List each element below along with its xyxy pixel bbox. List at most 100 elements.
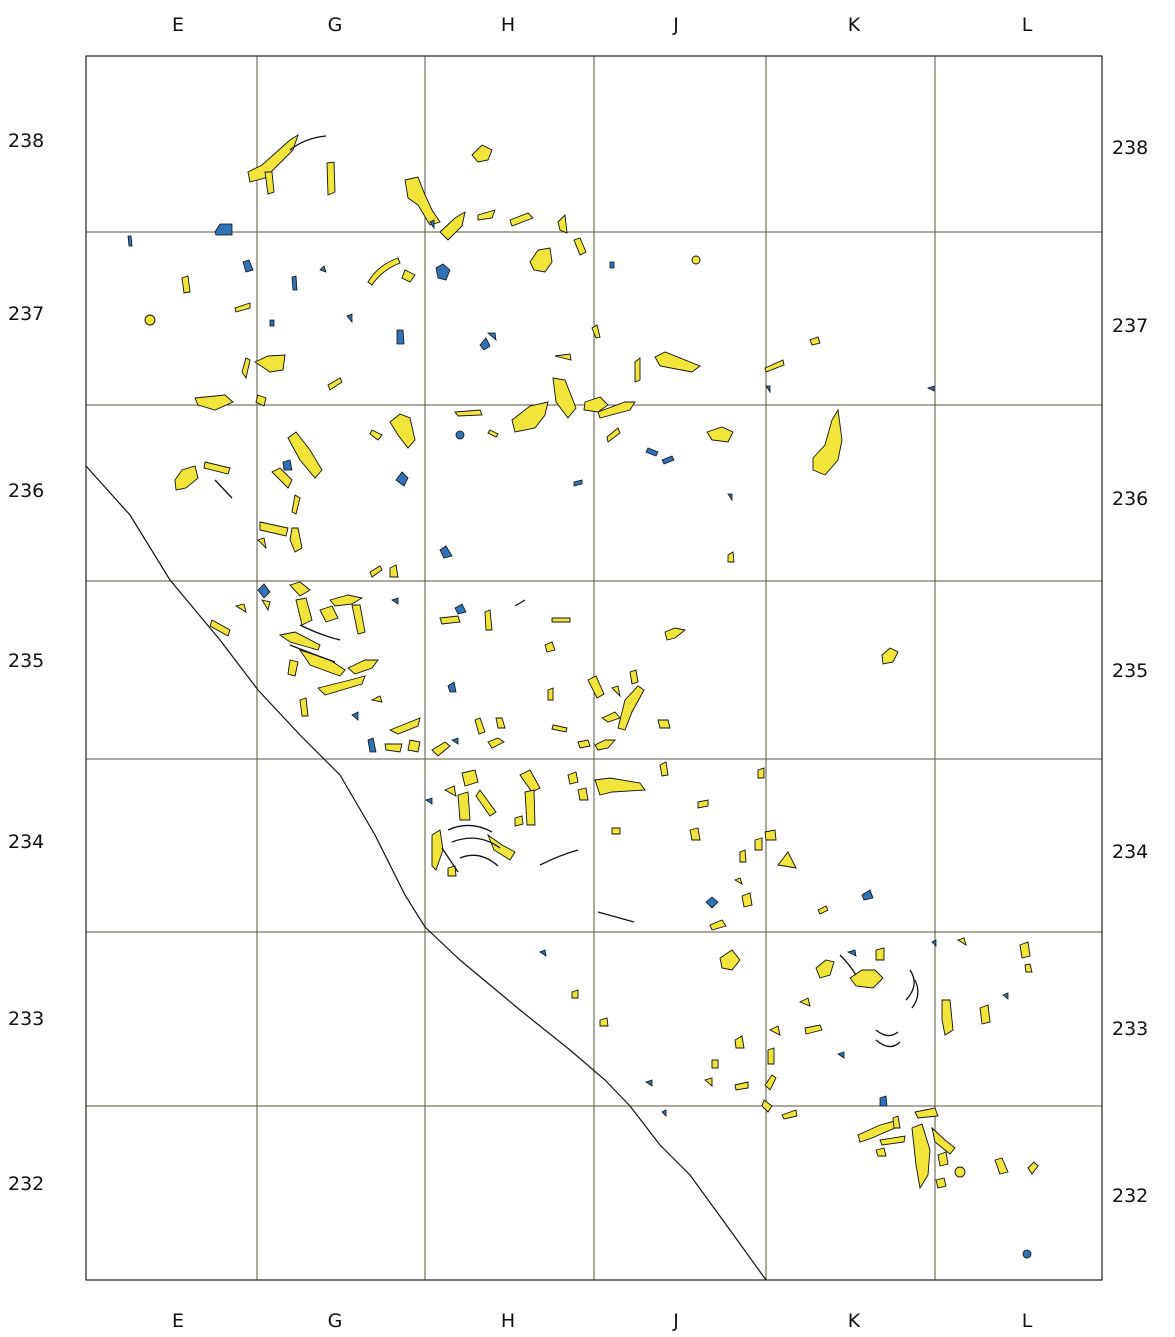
- bone-fragment: [571, 989, 579, 999]
- bone-fragment: [706, 426, 734, 443]
- bone-fragment: [547, 687, 554, 701]
- bone-fragment: [994, 1157, 1009, 1175]
- bone-arc: [875, 1029, 899, 1037]
- bone-fragment: [255, 394, 267, 407]
- stone-piece: [846, 949, 857, 957]
- row-label-left-237: 237: [8, 303, 44, 325]
- bone-fragment: [447, 865, 457, 877]
- grid-lines: [85, 55, 1103, 1281]
- bone-fragment: [727, 551, 735, 563]
- stone-piece: [127, 235, 133, 247]
- bone-fragment: [241, 357, 251, 380]
- bone-fragment: [597, 401, 636, 419]
- bone-fragment: [514, 815, 524, 827]
- bone-fragment: [634, 357, 641, 383]
- bone-fragment: [209, 619, 231, 637]
- bone-fragment: [234, 302, 251, 313]
- bone-fragment: [443, 785, 457, 797]
- bone-fragment: [817, 905, 829, 915]
- bone-arc: [539, 849, 579, 866]
- stone-piece: [926, 385, 935, 392]
- bone-fragment: [295, 597, 313, 626]
- bone-fragments: [144, 133, 1039, 1190]
- stone-piece: [242, 259, 254, 273]
- bone-fragment: [761, 1099, 773, 1113]
- row-label-left-238: 238: [8, 130, 44, 152]
- bone-fragment: [389, 564, 399, 578]
- bone-fragment: [367, 257, 401, 286]
- bone-fragment: [439, 615, 461, 625]
- column-label-top-h: H: [501, 14, 515, 36]
- stone-piece: [454, 603, 467, 615]
- stone-piece: [214, 223, 233, 236]
- bone-fragment: [599, 1017, 609, 1027]
- stone-piece: [282, 459, 293, 471]
- row-label-left-236: 236: [8, 480, 44, 502]
- bone-fragment: [594, 739, 616, 751]
- bone-fragment: [711, 1059, 719, 1069]
- bone-fragment: [278, 631, 321, 651]
- bone-arc: [875, 1039, 901, 1048]
- bone-fragment: [347, 659, 379, 675]
- bone-fragment: [611, 827, 621, 835]
- bone-fragment: [734, 1081, 749, 1091]
- column-label-bottom-l: L: [1022, 1310, 1033, 1332]
- bone-fragment: [734, 1035, 745, 1049]
- bone-fragment: [892, 1115, 901, 1129]
- stone-piece: [661, 1109, 667, 1117]
- bone-fragment: [264, 171, 275, 195]
- column-label-top-g: G: [328, 14, 343, 36]
- bone-fragment: [174, 465, 199, 491]
- column-label-bottom-k: K: [848, 1310, 861, 1332]
- bone-fragment: [529, 247, 553, 273]
- bone-fragment: [271, 467, 293, 489]
- bone-fragment: [1019, 941, 1031, 959]
- bone-arc: [911, 979, 919, 1009]
- bone-arc: [289, 644, 336, 663]
- bone-fragment: [577, 787, 589, 801]
- bone-fragment: [291, 494, 301, 515]
- bone-fragment: [935, 1177, 947, 1189]
- bone-fragment: [617, 685, 645, 731]
- bone-fragment: [289, 581, 311, 597]
- bone-fragment: [809, 336, 821, 346]
- bone-fragment: [937, 1151, 949, 1167]
- bone-fragment: [487, 737, 505, 749]
- stone-piece: [727, 493, 733, 502]
- stone-pieces: [127, 219, 1032, 1259]
- bone-fragment: [659, 761, 669, 777]
- bone-fragment: [573, 237, 587, 256]
- bone-fragment: [194, 394, 234, 411]
- bone-fragment: [879, 1135, 906, 1146]
- bone-fragment: [691, 255, 701, 265]
- stone-piece: [879, 1095, 888, 1107]
- bone-fragment: [495, 717, 506, 729]
- stone-piece: [573, 479, 583, 487]
- bone-fragment: [739, 849, 747, 863]
- bone-fragment: [509, 212, 534, 227]
- row-label-right-236: 236: [1112, 488, 1148, 510]
- bone-fragment: [247, 133, 299, 183]
- row-label-left-232: 232: [8, 1173, 44, 1195]
- row-label-left-235: 235: [8, 650, 44, 672]
- bone-fragment: [911, 1123, 931, 1190]
- bone-arc: [597, 911, 635, 923]
- bone-fragment: [389, 413, 416, 449]
- bone-fragment: [704, 1077, 713, 1087]
- bone-fragment: [471, 144, 493, 163]
- bone-fragment: [327, 377, 343, 391]
- bone-fragment: [329, 594, 364, 607]
- row-label-right-234: 234: [1112, 841, 1148, 863]
- bone-fragment: [611, 685, 621, 698]
- stone-piece: [319, 265, 327, 273]
- bone-fragment: [587, 675, 605, 699]
- bone-fragment: [941, 999, 954, 1036]
- row-labels-left: 238 237 236 235 234 233 232: [8, 130, 44, 1195]
- bone-fragment: [689, 827, 701, 841]
- stone-piece: [1022, 1249, 1032, 1259]
- stone-piece: [455, 430, 465, 440]
- bone-fragment: [234, 603, 247, 613]
- bone-fragment: [768, 1025, 781, 1036]
- stone-piece: [395, 471, 409, 487]
